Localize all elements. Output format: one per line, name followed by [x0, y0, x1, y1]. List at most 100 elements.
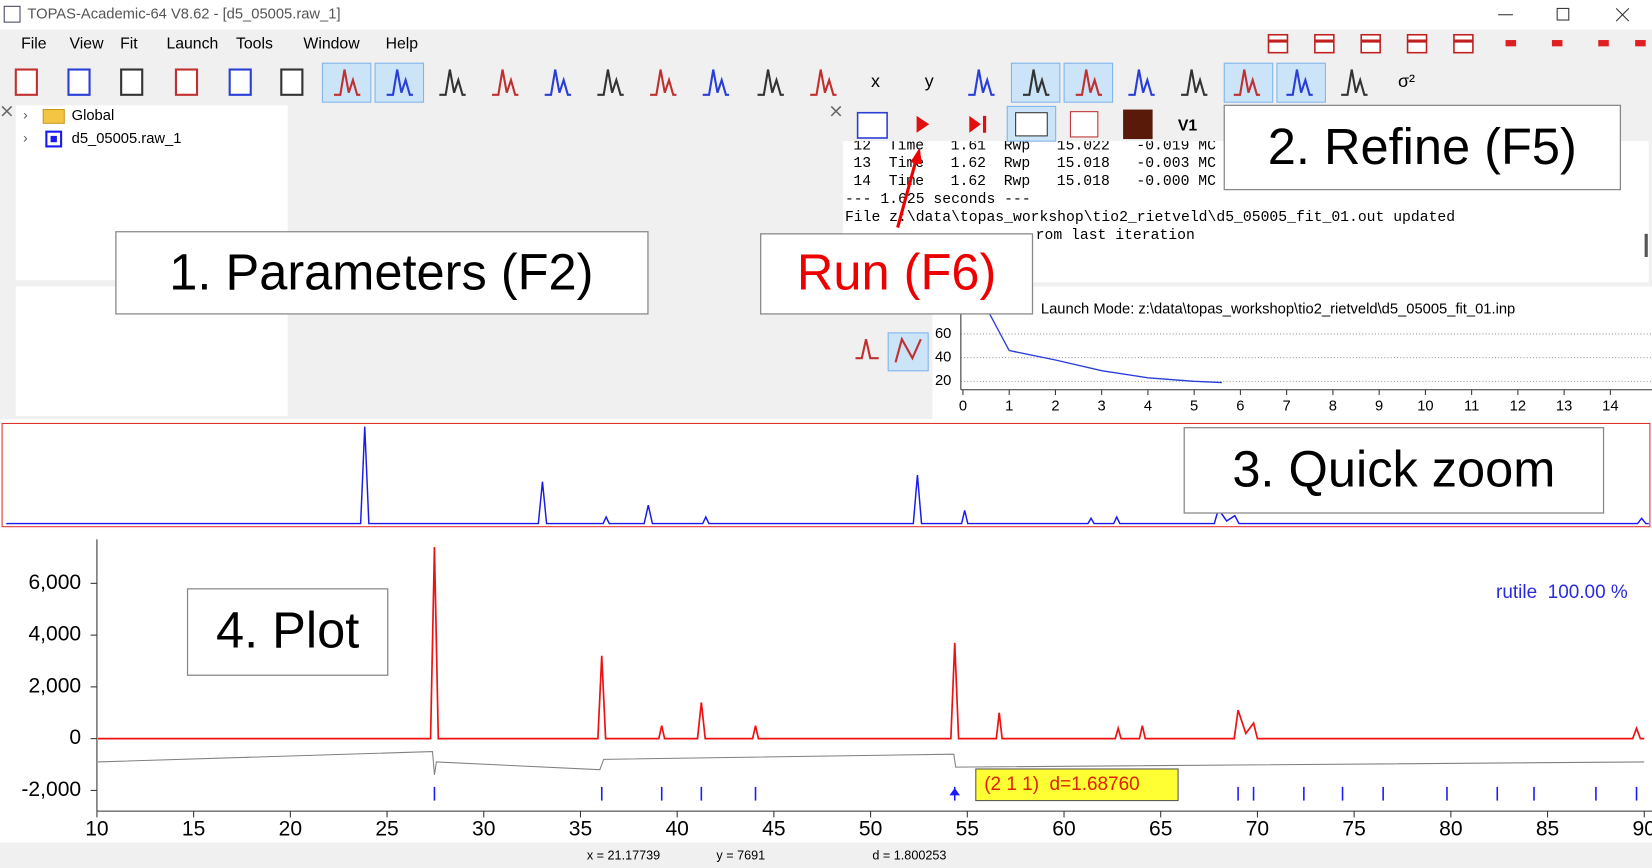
toolbar-icon[interactable]: [1015, 112, 1048, 137]
window-layout-icon[interactable]: [1360, 33, 1381, 54]
callout-arrowhead: [910, 147, 922, 165]
callout: Run (F6): [797, 243, 996, 300]
toolbar-icon[interactable]: [1128, 69, 1155, 96]
x-tick-label: 20: [279, 818, 302, 841]
toolbar-icon[interactable]: [856, 111, 888, 139]
x-tick-label: 9: [1375, 399, 1383, 415]
x-tick-label: 80: [1439, 818, 1462, 841]
toolbar-icon[interactable]: [1075, 69, 1103, 96]
y-tick-label: 60: [935, 326, 951, 342]
toolbar-label[interactable]: x: [871, 71, 880, 91]
toolbar-icon[interactable]: [386, 69, 413, 96]
menu-item[interactable]: Fit: [120, 35, 138, 52]
x-tick-label: 0: [959, 399, 967, 415]
toolbar-icon[interactable]: [1123, 109, 1153, 140]
toolbar-icon[interactable]: [597, 69, 624, 96]
menu-item[interactable]: Help: [386, 35, 419, 52]
toolbar-icon[interactable]: [968, 69, 995, 96]
mdi-icon[interactable]: [1505, 40, 1517, 47]
pattern-line: [97, 547, 1645, 740]
mdi-icon[interactable]: [1598, 40, 1609, 47]
toolbar-icon[interactable]: [1233, 69, 1261, 96]
window-layout-icon[interactable]: [1314, 33, 1335, 54]
x-tick-label: 6: [1236, 399, 1244, 415]
pane-close[interactable]: [830, 105, 842, 117]
toolbar-icon[interactable]: [492, 69, 519, 96]
menu-item[interactable]: Tools: [236, 35, 273, 52]
mdi-icon[interactable]: [1551, 40, 1563, 47]
x-tick-label: 60: [1052, 818, 1075, 841]
x-tick-label: 10: [85, 818, 108, 841]
toolbar-icon[interactable]: [228, 68, 252, 96]
menu-item[interactable]: File: [21, 35, 47, 52]
toolbar-icon[interactable]: [544, 69, 572, 96]
tree-expander[interactable]: ›: [23, 107, 28, 122]
toolbar-icon[interactable]: [1069, 111, 1099, 138]
window-layout-icon[interactable]: [1267, 33, 1289, 54]
x-tick-label: 15: [182, 818, 205, 841]
x-tick-label: 13: [1556, 399, 1572, 415]
run-icon[interactable]: [916, 115, 930, 133]
window-layout-icon[interactable]: [1406, 33, 1428, 54]
callout-box: [186, 588, 389, 676]
log-line: File z:\data\topas_workshop\tio2_rietvel…: [845, 210, 1455, 226]
menu-item[interactable]: Launch: [166, 35, 218, 52]
toolbar-icon[interactable]: [855, 338, 879, 360]
toolbar-label[interactable]: σ²: [1398, 71, 1415, 91]
x-tick-label: 4: [1144, 399, 1152, 415]
toolbar-icon[interactable]: [757, 69, 784, 96]
toolbar-button-active[interactable]: [1276, 62, 1326, 103]
menu-item[interactable]: View: [70, 35, 105, 52]
tree-item[interactable]: Global: [72, 108, 115, 124]
step-icon[interactable]: [969, 115, 987, 133]
x-tick-label: 75: [1342, 818, 1365, 841]
toolbar-button-active[interactable]: [1223, 62, 1274, 103]
toolbar-icon[interactable]: [810, 69, 837, 96]
toolbar-icon[interactable]: [120, 68, 144, 96]
y-tick-label: -2,000: [21, 778, 81, 801]
file-icon-dot: [50, 135, 57, 143]
toolbar-icon[interactable]: [67, 68, 91, 96]
toolbar-label[interactable]: y: [925, 71, 934, 91]
toolbar-button-active[interactable]: [887, 332, 929, 372]
x-tick-label: 3: [1098, 399, 1106, 415]
menu-item[interactable]: Window: [303, 35, 360, 52]
toolbar-icon[interactable]: [14, 68, 38, 96]
close-button[interactable]: [1615, 8, 1630, 22]
tree-item[interactable]: d5_05005.raw_1: [72, 131, 182, 147]
toolbar-label[interactable]: V1: [1178, 118, 1198, 135]
pane-close[interactable]: [1, 105, 13, 117]
x-tick-label: 65: [1149, 818, 1172, 841]
toolbar-icon[interactable]: [894, 336, 922, 363]
callout: 2. Refine (F5): [1268, 118, 1577, 175]
toolbar-icon[interactable]: [702, 69, 730, 96]
callout-box: [115, 231, 649, 315]
toolbar-icon[interactable]: [439, 69, 466, 96]
y-tick-label: 4,000: [28, 623, 81, 646]
toolbar-icon[interactable]: [1181, 69, 1208, 96]
window-layout-icon[interactable]: [1453, 33, 1474, 54]
y-tick-label: 0: [69, 726, 81, 749]
log-line: 14 Time 1.62 Rwp 15.018 -0.000 MC: [853, 174, 1216, 190]
x-tick-label: 7: [1283, 399, 1291, 415]
x-tick-label: 1: [1005, 399, 1013, 415]
toolbar-icon[interactable]: [1341, 69, 1368, 96]
toolbar-icon[interactable]: [333, 69, 361, 96]
x-tick-label: 14: [1602, 399, 1618, 415]
x-tick-label: 2: [1051, 399, 1059, 415]
toolbar-icon[interactable]: [650, 69, 677, 96]
scrollbar[interactable]: [1644, 233, 1648, 258]
y-tick-label: 2,000: [28, 674, 81, 697]
toolbar-icon[interactable]: [1023, 69, 1050, 96]
mdi-icon[interactable]: [1635, 40, 1646, 47]
callout-arrow: [896, 157, 919, 228]
toolbar-icon[interactable]: [174, 68, 199, 96]
toolbar-icon[interactable]: [1286, 69, 1313, 96]
toolbar-icon[interactable]: [280, 68, 304, 96]
x-tick-label: 8: [1329, 399, 1337, 415]
plot-title: Launch Mode: z:\data\topas_workshop\tio2…: [1041, 302, 1515, 318]
restore-button[interactable]: [1556, 7, 1570, 21]
tree-expander[interactable]: ›: [23, 131, 28, 146]
callout: 4. Plot: [216, 602, 359, 659]
rwp-plot: [932, 286, 1652, 420]
